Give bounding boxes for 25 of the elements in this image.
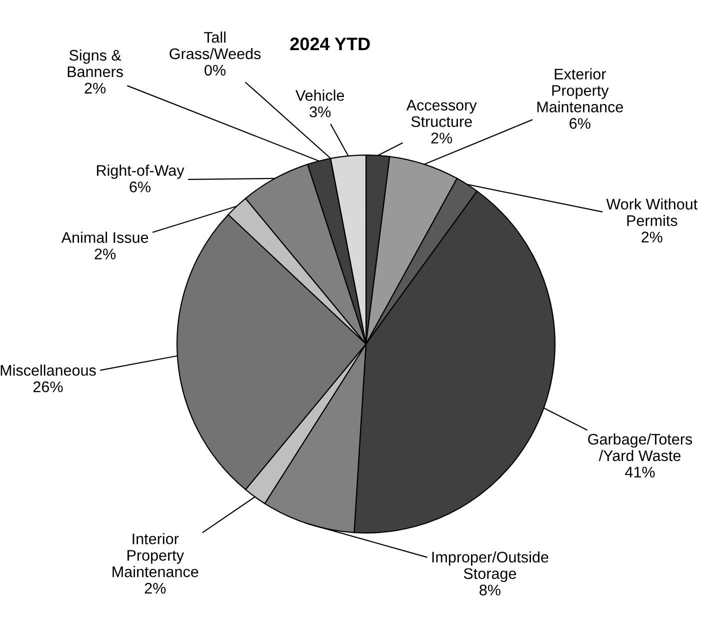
data-label: 6%: [570, 118, 590, 129]
slice-label: Exterior Property Maintenance: [537, 68, 623, 112]
slice-label: Garbage/Toters /Yard Waste: [588, 433, 692, 462]
category-label: Tall Grass/Weeds: [170, 32, 261, 60]
chart-title: 2024 YTD: [290, 38, 370, 50]
text: 0%: [204, 64, 226, 76]
slice-label: Accessory Structure: [406, 100, 477, 128]
data-label: 2%: [431, 132, 452, 144]
data-label: 2%: [84, 82, 106, 94]
slice-label: Right-of-Way: [96, 164, 184, 179]
data-label: 41%: [625, 466, 655, 478]
slice-label: Interior Property Maintenance: [112, 533, 198, 578]
data-label: 2%: [642, 232, 662, 242]
slice-label: Vehicle: [296, 90, 344, 101]
slice-label: Animal Issue: [61, 232, 148, 243]
slice-label: Signs & Banners: [68, 49, 123, 78]
slice-label: Miscellaneous: [0, 364, 96, 376]
data-label: 8%: [480, 584, 500, 596]
slice-label: Work Without Permits: [606, 198, 698, 226]
data-label: 3%: [310, 106, 331, 118]
slice-label: Improper/Outside Storage: [432, 551, 548, 582]
data-label: 6%: [130, 182, 151, 192]
data-label: 26%: [33, 381, 63, 392]
data-label: 2%: [144, 582, 166, 594]
data-label: 2%: [94, 248, 116, 260]
